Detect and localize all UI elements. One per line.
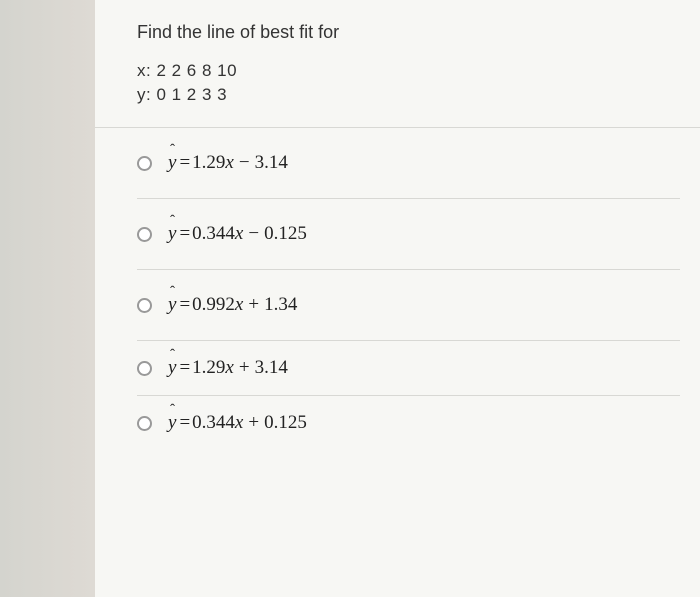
answer-option-4[interactable]: y= 1.29x + 3.14 — [95, 341, 700, 395]
page-margin-left — [0, 0, 95, 597]
coef: 0.344 — [192, 412, 235, 434]
radio-icon — [137, 361, 152, 376]
answer-option-3[interactable]: y= 0.992x + 1.34 — [95, 270, 700, 340]
intercept: 0.125 — [264, 223, 307, 245]
equation-4: y= 1.29x + 3.14 — [168, 357, 288, 379]
coef: 1.29 — [192, 152, 225, 174]
radio-icon — [137, 416, 152, 431]
operator: − — [239, 152, 250, 174]
radio-icon — [137, 298, 152, 313]
coef: 1.29 — [192, 357, 225, 379]
operator: − — [248, 223, 259, 245]
answer-option-1[interactable]: y= 1.29x − 3.14 — [95, 128, 700, 198]
y-data-line: y: 0 1 2 3 3 — [137, 85, 670, 105]
question-card: Find the line of best fit for x: 2 2 6 8… — [95, 0, 700, 597]
intercept: 0.125 — [264, 412, 307, 434]
coef: 0.992 — [192, 294, 235, 316]
intercept: 3.14 — [255, 152, 288, 174]
equation-5: y= 0.344x + 0.125 — [168, 412, 307, 434]
answer-option-5[interactable]: y= 0.344x + 0.125 — [95, 396, 700, 450]
equation-2: y= 0.344x − 0.125 — [168, 223, 307, 245]
intercept: 1.34 — [264, 294, 297, 316]
intercept: 3.14 — [255, 357, 288, 379]
operator: + — [248, 294, 259, 316]
question-title: Find the line of best fit for — [137, 22, 670, 43]
equation-1: y= 1.29x − 3.14 — [168, 152, 288, 174]
operator: + — [239, 357, 250, 379]
coef: 0.344 — [192, 223, 235, 245]
answer-option-2[interactable]: y= 0.344x − 0.125 — [95, 199, 700, 269]
operator: + — [248, 412, 259, 434]
x-data-line: x: 2 2 6 8 10 — [137, 61, 670, 81]
radio-icon — [137, 156, 152, 171]
question-block: Find the line of best fit for x: 2 2 6 8… — [95, 22, 700, 127]
radio-icon — [137, 227, 152, 242]
equation-3: y= 0.992x + 1.34 — [168, 294, 297, 316]
